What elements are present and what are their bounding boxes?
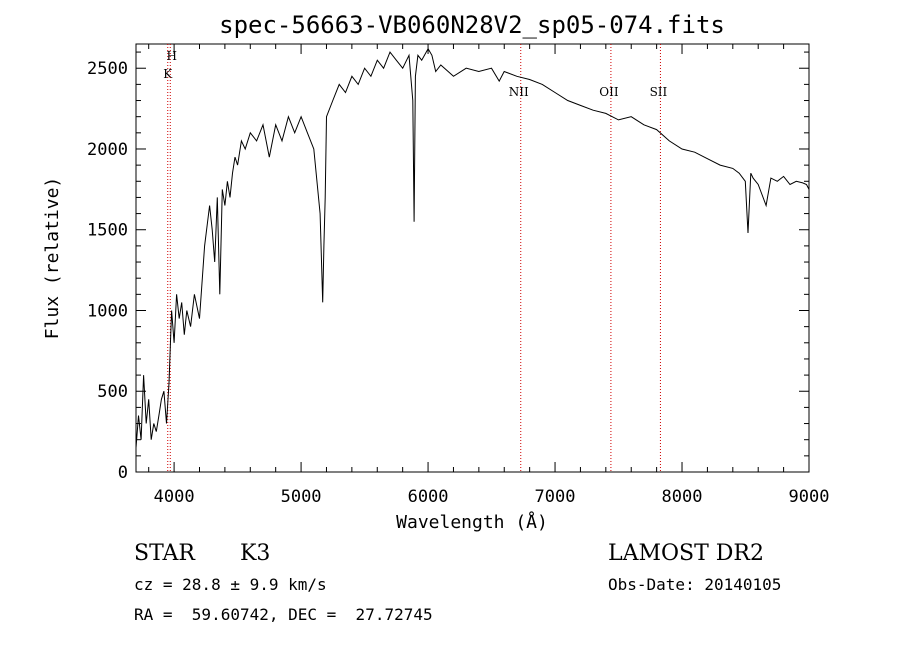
obs-date: Obs-Date: 20140105 <box>608 575 781 594</box>
line-marks: HK NII OII SII <box>163 44 668 472</box>
line-marker-label: SII <box>650 85 668 99</box>
x-tick-label: 8000 <box>662 487 703 507</box>
survey-name: LAMOST DR2 <box>608 541 764 566</box>
y-tick-label: 2500 <box>87 59 128 79</box>
y-tick-label: 1000 <box>87 301 128 321</box>
y-axis-label: Flux (relative) <box>42 177 63 340</box>
line-marker-label: NII <box>509 85 529 99</box>
redshift-readout: cz = 28.8 ± 9.9 km/s <box>134 575 327 594</box>
coordinates: RA = 59.60742, DEC = 27.72745 <box>134 605 433 624</box>
line-marker-label: K <box>163 67 173 81</box>
axis-ticks <box>136 44 810 473</box>
x-tick-label: 4000 <box>154 487 195 507</box>
y-tick-label: 1500 <box>87 221 128 241</box>
x-tick-label: 7000 <box>535 487 576 507</box>
line-marker-label: H <box>167 49 177 63</box>
object-type: STAR <box>134 541 196 566</box>
subclass: K3 <box>240 541 270 566</box>
x-tick-label: 9000 <box>789 487 830 507</box>
chart-title: spec-56663-VB060N28V2_sp05-074.fits <box>219 11 725 39</box>
x-tick-label: 6000 <box>408 487 449 507</box>
x-tick-label: 5000 <box>281 487 322 507</box>
tick-labels: 4000 5000 6000 7000 8000 9000 0 500 1000 1500 2000… <box>87 59 829 507</box>
y-tick-label: 500 <box>97 382 128 402</box>
y-tick-label: 2000 <box>87 140 128 160</box>
spectrum-line <box>135 47 810 448</box>
x-axis-label: Wavelength (Å) <box>396 511 548 533</box>
line-marker-label: OII <box>599 85 619 99</box>
y-tick-label: 0 <box>118 463 128 483</box>
plot-frame <box>135 43 810 473</box>
